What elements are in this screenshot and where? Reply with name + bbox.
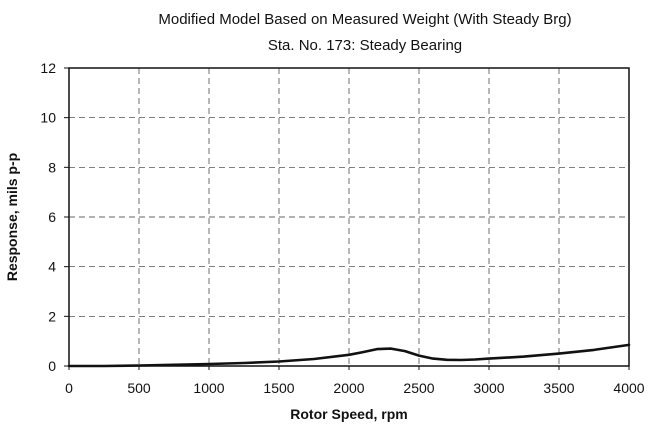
y-tick-label: 12 (40, 60, 56, 76)
series-group (67, 343, 631, 368)
y-tick-label: 8 (48, 159, 56, 175)
x-tick-label: 1000 (193, 380, 224, 396)
x-tick-label: 3000 (473, 380, 504, 396)
chart-title: Modified Model Based on Measured Weight … (158, 11, 571, 28)
y-tick-label: 2 (48, 308, 56, 324)
y-axis-label: Response, mils p-p (4, 153, 20, 281)
x-tick-label: 3500 (543, 380, 574, 396)
grid-lines (69, 68, 629, 366)
y-tick-label: 10 (40, 110, 56, 126)
tick-labels: 0 500 1000 1500 2000 2500 3000 3500 4000 0 2 4 6 8 10 1… (40, 60, 644, 396)
x-tick-label: 2000 (333, 380, 364, 396)
x-tick-label: 1500 (263, 380, 294, 396)
chart-subtitle: Sta. No. 173: Steady Bearing (268, 37, 462, 54)
y-tick-label: 6 (48, 209, 56, 225)
x-tick-label: 4000 (613, 380, 644, 396)
x-tick-label: 0 (65, 380, 73, 396)
x-tick-label: 2500 (403, 380, 434, 396)
y-tick-label: 4 (48, 259, 56, 275)
x-tick-label: 500 (127, 380, 151, 396)
y-tick-label: 0 (48, 358, 56, 374)
x-axis-label: Rotor Speed, rpm (290, 406, 407, 422)
series-line-1 (67, 343, 631, 368)
